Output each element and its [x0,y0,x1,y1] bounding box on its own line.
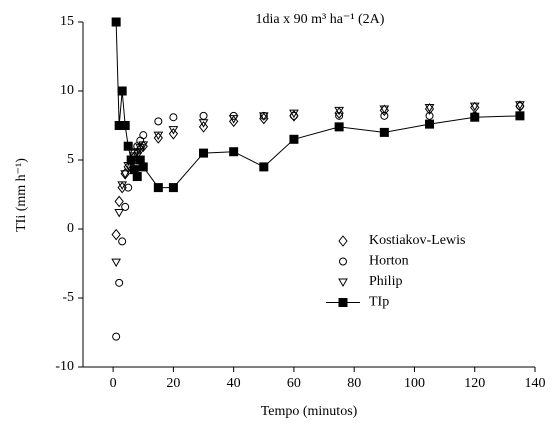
circle-marker [335,111,344,120]
square-marker [425,119,435,129]
square-marker [153,183,163,193]
circle-marker [115,278,124,287]
y-tick-label: -10 [55,359,74,374]
triangle-marker [168,126,179,135]
circle-marker [124,183,133,192]
triangle-marker [135,144,146,153]
square-marker [138,162,148,172]
diamond-marker [111,228,121,241]
square-marker [334,122,344,132]
y-tick-label: 5 [67,152,74,167]
legend-label: Horton [369,254,409,269]
y-tick-label: 15 [60,14,74,29]
triangle-marker [258,112,269,121]
diamond-marker [198,121,209,133]
triangle-marker [289,109,299,119]
square-marker [132,172,142,182]
triangle-marker [379,105,390,114]
x-tick-label: 120 [464,376,485,391]
triangle-marker [120,170,131,179]
y-tick-label: -5 [62,290,74,305]
diamond-marker [168,127,179,140]
square-marker [117,86,127,96]
x-tick-label: 0 [110,376,117,391]
triangle-marker [138,141,149,150]
triangle-marker [132,148,143,157]
square-marker [126,155,136,165]
square-marker [120,121,130,130]
diamond-marker [229,115,239,128]
x-tick-label: 80 [347,376,361,391]
triangle-marker [515,101,525,110]
y-tick-label: 10 [60,83,74,98]
circle-marker [169,113,178,122]
diamond-marker [153,132,163,144]
chart-title: 1dia x 90 m³ ha⁻¹ (2A) [256,12,385,27]
circle-marker [199,111,208,120]
x-tick-label: 20 [166,376,180,391]
square-marker [515,111,525,121]
triangle-marker [114,208,125,218]
circle-marker [289,111,298,120]
square-marker [259,162,269,172]
triangle-marker [424,104,435,113]
x-tick-label: 100 [404,376,425,391]
y-tick-label: 0 [67,221,74,236]
legend-label: Philip [369,274,402,289]
triangle-marker [338,278,348,288]
triangle-marker [153,131,164,141]
x-tick-label: 40 [227,376,241,391]
x-tick-label: 140 [525,376,546,391]
diamond-marker [259,112,269,125]
square-marker [470,112,480,122]
circle-marker [339,257,347,266]
triangle-marker [334,106,344,116]
x-tick-label: 60 [287,376,301,391]
circle-marker [112,332,121,341]
diamond-marker [334,107,344,119]
square-marker [123,141,133,151]
square-marker [379,127,389,137]
circle-marker [121,202,130,211]
series-line [115,21,520,189]
circle-marker [154,117,163,126]
diamond-marker [338,235,348,247]
triangle-marker [117,181,128,190]
triangle-marker [469,102,480,112]
diamond-marker [114,195,124,208]
square-marker [229,147,239,157]
legend-label: Kostiakov-Lewis [369,233,465,248]
x-axis-label: Tempo (minutos) [261,404,358,419]
square-marker [199,148,209,158]
triangle-marker [111,258,122,268]
square-marker [111,17,121,27]
y-axis-label: TIi (mm h⁻¹) [14,158,29,232]
square-marker [338,298,348,307]
circle-marker [118,237,127,246]
square-marker [289,134,299,144]
circle-marker [139,131,148,140]
triangle-marker [228,115,239,124]
triangle-marker [198,119,209,128]
square-marker [168,183,178,193]
legend-label: TIp [369,295,389,310]
